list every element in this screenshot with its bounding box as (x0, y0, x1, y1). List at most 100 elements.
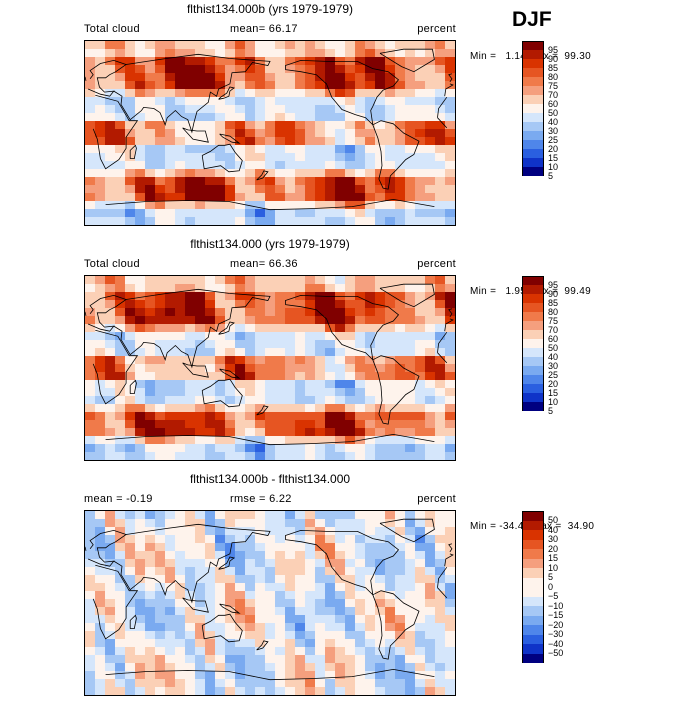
contour-cell (115, 559, 126, 568)
contour-cell (255, 113, 266, 122)
contour-cell (205, 97, 216, 106)
contour-cell (295, 535, 306, 544)
contour-cell (225, 153, 236, 162)
contour-cell (215, 292, 226, 301)
contour-cell (185, 316, 196, 325)
contour-cell (175, 332, 186, 341)
colorbar-tick-label: 60 (548, 333, 559, 344)
min-value: Min = -34.41 (470, 521, 530, 532)
contour-cell (135, 121, 146, 130)
coastline (448, 73, 453, 83)
contour-cell (305, 615, 316, 624)
contour-cell (315, 193, 326, 202)
contour-cell (145, 364, 156, 373)
contour-cell (115, 663, 126, 672)
contour-cell (365, 639, 376, 648)
contour-cell (405, 292, 416, 301)
contour-cell (325, 535, 336, 544)
coastline (372, 590, 420, 660)
contour-cell (375, 81, 386, 90)
contour-cell (185, 73, 196, 82)
contour-cell (125, 639, 136, 648)
contour-cell (225, 655, 236, 664)
contour-cell (325, 639, 336, 648)
contour-cell (115, 89, 126, 98)
contour-cell (265, 129, 276, 138)
contour-cell (295, 615, 306, 624)
contour-cell (115, 444, 126, 453)
contour-cell (145, 551, 156, 560)
contour-cell (295, 599, 306, 608)
contour-cell (245, 81, 256, 90)
contour-cell (95, 647, 106, 656)
colorbar-swatch (522, 276, 544, 285)
contour-cell (205, 185, 216, 194)
contour-cell (165, 567, 176, 576)
contour-cell (135, 300, 146, 309)
contour-cell (425, 452, 436, 460)
contour-cell (365, 49, 376, 58)
contour-cell (225, 113, 236, 122)
contour-cell (415, 201, 426, 210)
contour-cell (185, 324, 196, 333)
contour-cell (355, 364, 366, 373)
contour-cell (205, 535, 216, 544)
contour-cell (385, 511, 396, 520)
coastline (437, 352, 448, 364)
colorbar-tick-label: 70 (548, 89, 559, 100)
contour-cell (145, 663, 156, 672)
colorbar-tick-label: 5 (548, 170, 554, 181)
contour-cell (395, 671, 406, 680)
contour-cell (445, 535, 455, 544)
contour-cell (155, 599, 166, 608)
contour-cell (285, 41, 296, 50)
contour-cell (215, 177, 226, 186)
contour-cell (155, 575, 166, 584)
contour-cell (435, 97, 446, 106)
contour-cell (305, 316, 316, 325)
contour-cell (265, 428, 276, 437)
contour-cell (235, 428, 246, 437)
contour-cell (345, 137, 356, 146)
contour-cell (405, 647, 416, 656)
contour-cell (385, 169, 396, 178)
contour-cell (135, 444, 146, 453)
contour-cell (335, 153, 346, 162)
contour-cell (225, 527, 236, 536)
contour-cell (425, 73, 436, 82)
contour-cell (245, 137, 256, 146)
contour-cell (255, 388, 266, 397)
contour-cell (285, 655, 296, 664)
contour-cell (295, 65, 306, 74)
contour-cell (255, 193, 266, 202)
contour-cell (425, 340, 436, 349)
contour-cell (415, 388, 426, 397)
contour-cell (335, 404, 346, 413)
coastline (201, 378, 243, 408)
contour-cell (435, 655, 446, 664)
contour-cell (125, 655, 136, 664)
contour-cell (275, 340, 286, 349)
contour-cell (415, 623, 426, 632)
contour-cell (95, 81, 106, 90)
contour-cell (125, 607, 136, 616)
contour-cell (235, 623, 246, 632)
contour-cell (165, 591, 176, 600)
contour-cell (325, 316, 336, 325)
contour-cell (385, 121, 396, 130)
contour-cell (175, 575, 186, 584)
contour-cell (355, 57, 366, 66)
contour-cell (125, 300, 136, 309)
contour-cell (315, 396, 326, 405)
contour-cell (85, 185, 96, 194)
colorbar-tick-label: 20 (548, 543, 559, 554)
contour-cell (235, 599, 246, 608)
contour-cell (115, 137, 126, 146)
contour-cell (405, 535, 416, 544)
colorbar-tick-label: −5 (548, 591, 559, 601)
panel-difference: flthist134.000b - flthist134.000 mean = … (0, 472, 700, 704)
contour-cell (105, 169, 116, 178)
contour-cell (295, 559, 306, 568)
contour-cell (425, 559, 436, 568)
contour-cell (345, 599, 356, 608)
